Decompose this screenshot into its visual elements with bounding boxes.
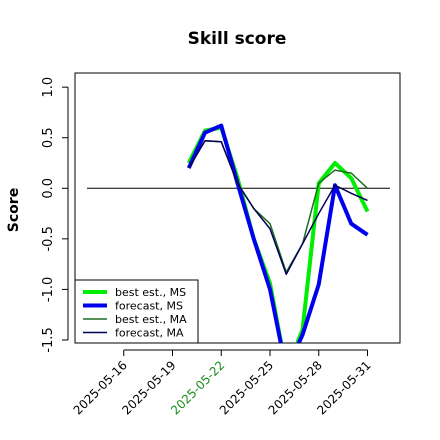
series-line	[186, 123, 369, 343]
legend-label: forecast, MA	[115, 327, 184, 340]
y-tick-label: -0.5	[41, 226, 56, 251]
y-tick-label: -1.0	[41, 277, 56, 302]
y-tick-label: 0.5	[41, 127, 56, 148]
y-axis-label: Score	[6, 188, 22, 232]
chart-title: Skill score	[188, 29, 287, 49]
plot-frame	[74, 72, 401, 344]
legend-label: forecast, MS	[115, 300, 183, 313]
y-tick-label: 1.0	[41, 77, 56, 98]
legend-label: best est., MA	[115, 313, 187, 326]
series-line	[188, 140, 368, 275]
plot-lines	[87, 123, 390, 343]
y-tick-label: -1.5	[41, 327, 56, 352]
y-tick-label: 0.0	[41, 178, 56, 199]
legend-label: best est., MS	[115, 286, 186, 299]
